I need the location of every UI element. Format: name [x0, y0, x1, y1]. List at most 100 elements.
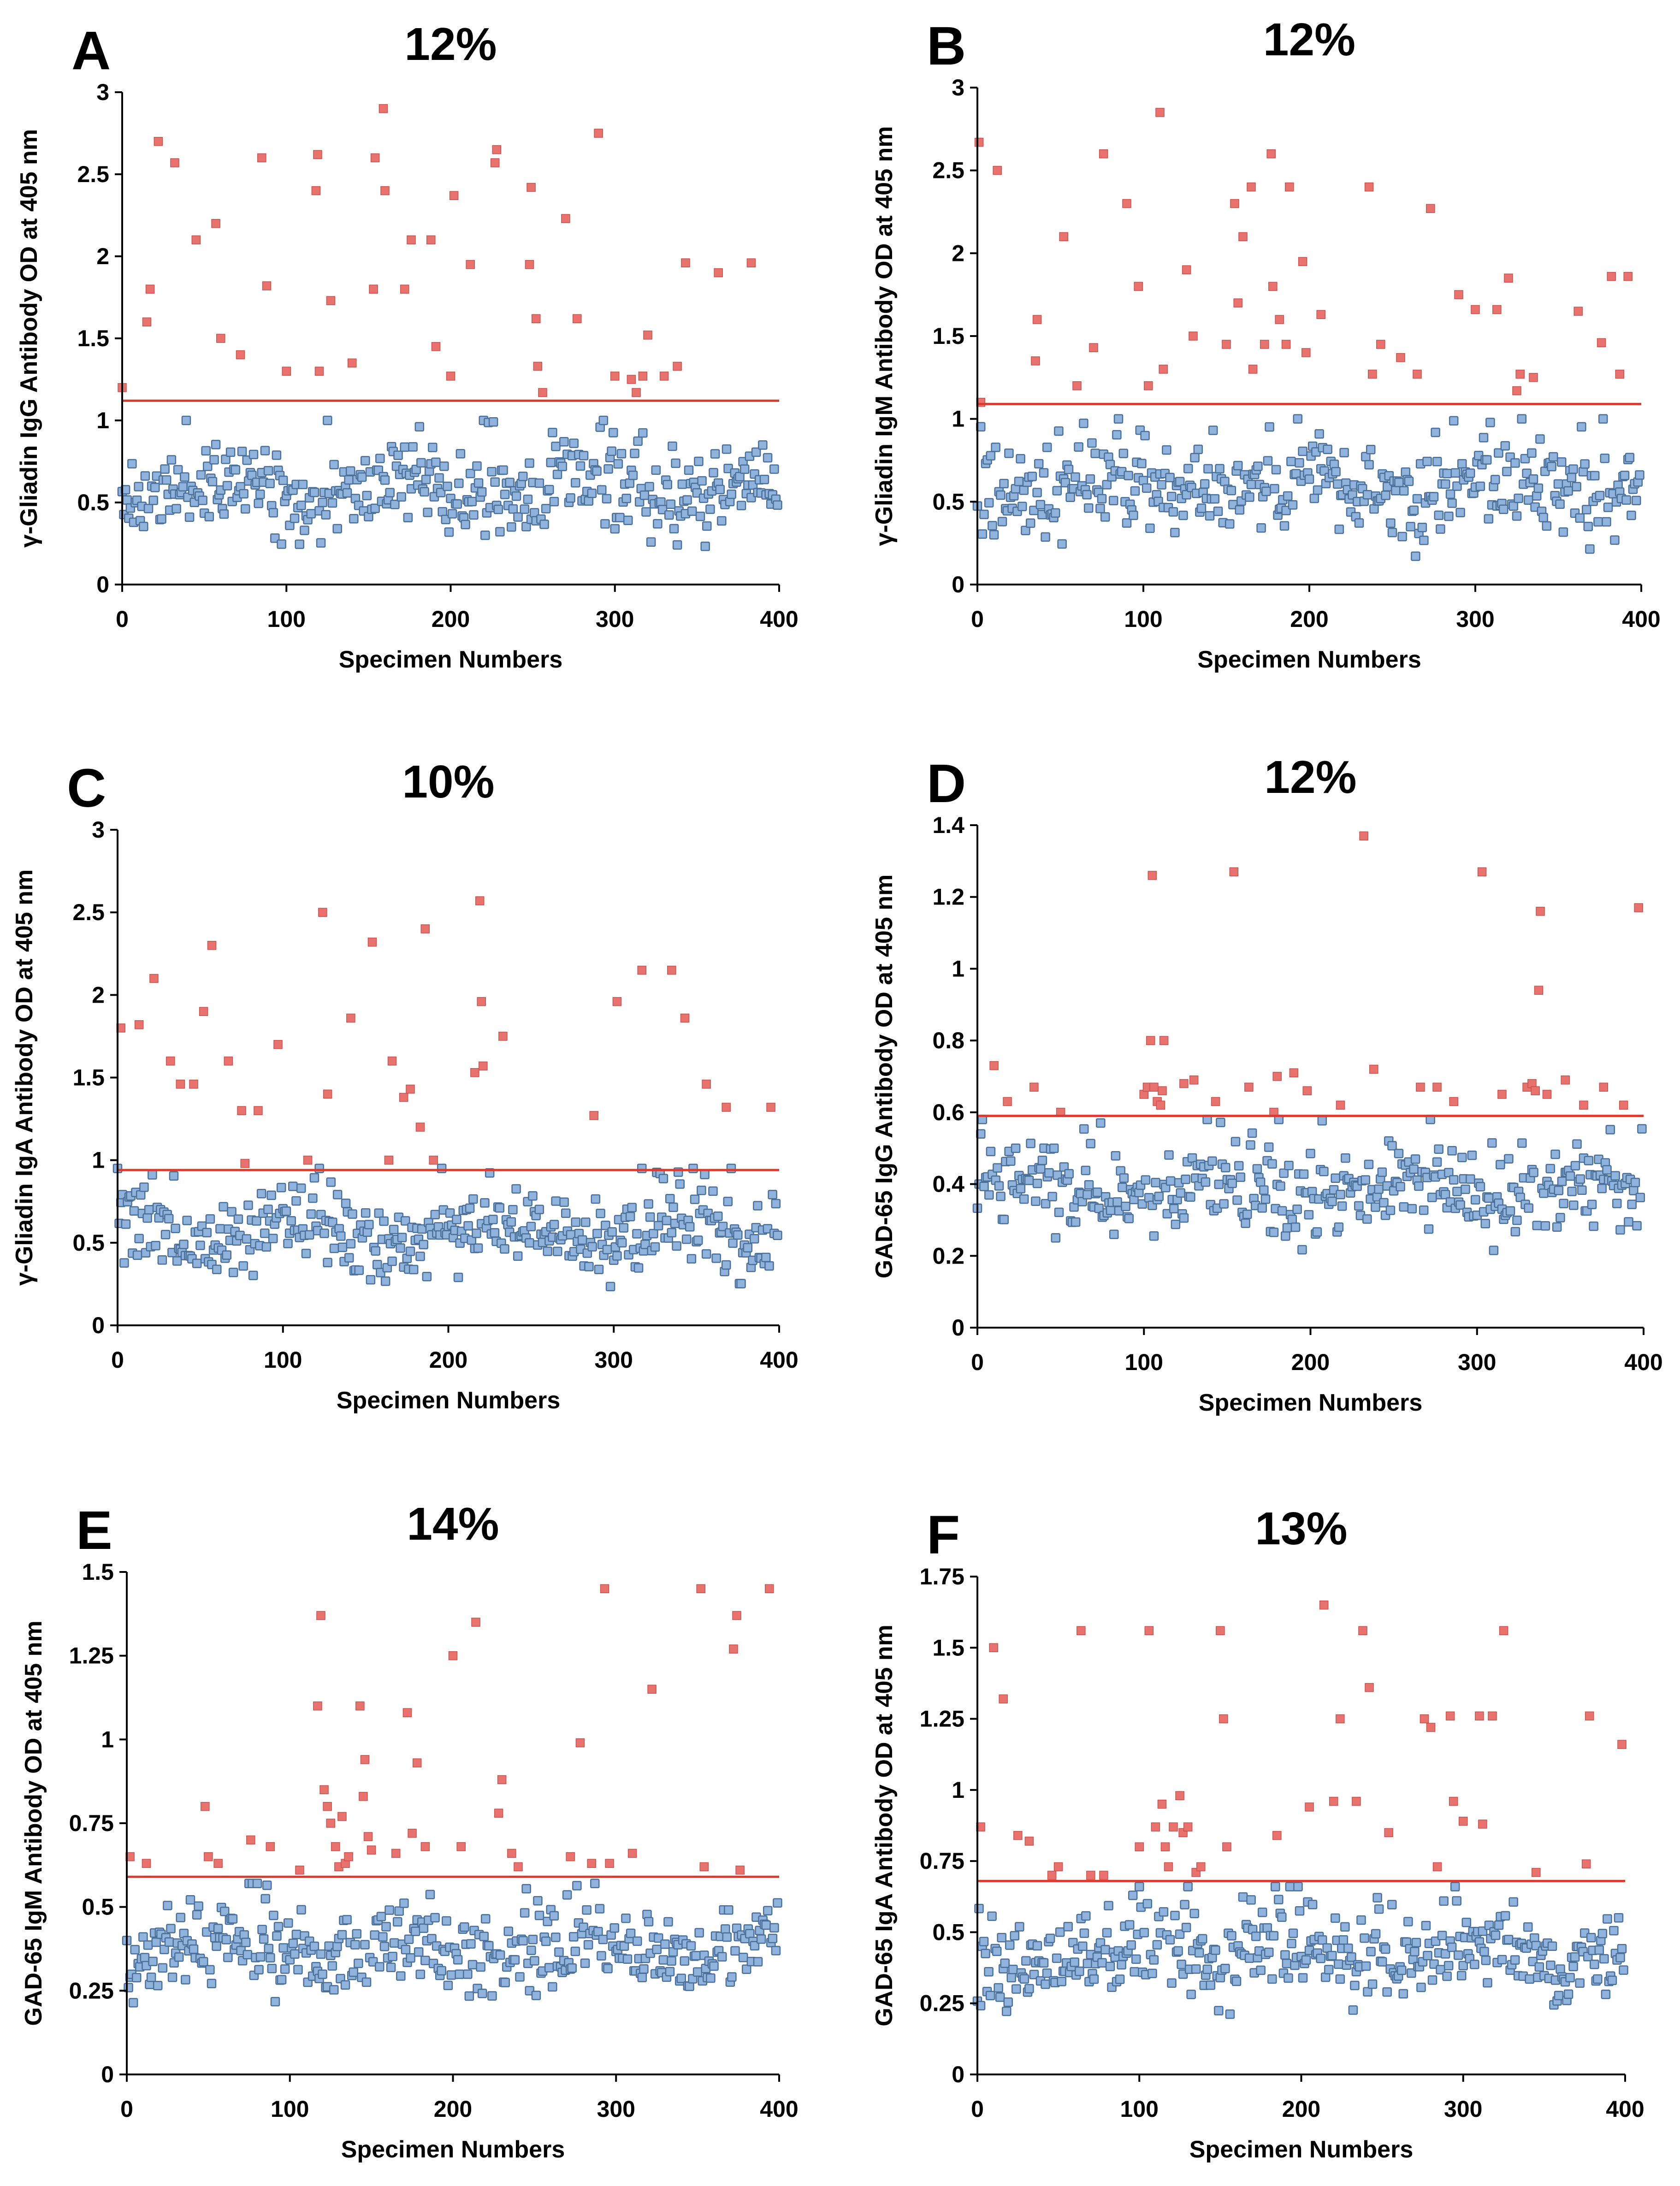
negative-point [1083, 503, 1094, 513]
negative-point [1227, 1178, 1237, 1188]
positive-point [1531, 1086, 1540, 1095]
positive-point [494, 1808, 503, 1818]
negative-point [205, 1214, 215, 1224]
negative-point [1298, 1973, 1308, 1983]
negative-point [999, 1215, 1009, 1224]
negative-point [408, 1264, 419, 1275]
negative-point [1635, 1193, 1645, 1202]
negative-point [460, 1922, 469, 1932]
negative-point [1600, 453, 1610, 463]
x-tick-label: 100 [1120, 2096, 1159, 2122]
negative-point [181, 1975, 190, 1985]
negative-point [1479, 433, 1489, 443]
negative-point [1361, 1961, 1371, 1971]
positive-point [1189, 1075, 1199, 1085]
negative-point [1286, 456, 1296, 467]
negative-point [201, 446, 211, 456]
negative-point [342, 488, 352, 498]
positive-point [1285, 182, 1294, 192]
positive-point [1216, 1626, 1225, 1636]
negative-point [1567, 473, 1577, 483]
negative-point [438, 507, 447, 517]
negative-point [1434, 510, 1444, 520]
negative-point [694, 456, 704, 467]
negative-point [1131, 1954, 1141, 1964]
negative-point [1575, 513, 1585, 523]
positive-point [1475, 1711, 1484, 1721]
negative-point [267, 1964, 277, 1973]
negative-point [621, 1913, 631, 1923]
negative-point [1119, 1173, 1129, 1183]
negative-point [1470, 1960, 1479, 1969]
negative-point [1041, 532, 1050, 542]
negative-point [362, 490, 372, 501]
negative-point [1436, 524, 1445, 534]
negative-point [1586, 1933, 1596, 1943]
positive-point [456, 1842, 466, 1851]
negative-point [511, 1184, 521, 1194]
negative-point [1427, 1975, 1437, 1985]
positive-point [1529, 373, 1538, 382]
negative-point [658, 1955, 668, 1965]
negative-point [617, 1238, 627, 1248]
negative-point [1484, 514, 1494, 524]
negative-point [386, 1962, 396, 1973]
negative-point [1510, 1955, 1520, 1965]
negative-point [296, 501, 306, 510]
negative-point [185, 1895, 195, 1905]
positive-point [610, 372, 620, 381]
negative-point [290, 1949, 300, 1959]
negative-point [667, 1956, 676, 1966]
negative-point [127, 459, 137, 469]
positive-point [1211, 1097, 1220, 1106]
negative-point [1583, 521, 1593, 532]
positive-point [1158, 1086, 1167, 1095]
positive-point [1159, 365, 1168, 374]
negative-point [582, 1905, 592, 1915]
y-axis-label: γ-Gliadin IgA Antibody OD at 405 nm [11, 869, 38, 1286]
negative-point [619, 1223, 629, 1233]
negative-point [1589, 1221, 1598, 1231]
positive-point [1160, 1842, 1170, 1852]
negative-point [1410, 1947, 1420, 1956]
negative-point [1447, 1942, 1457, 1952]
positive-point [145, 284, 155, 294]
negative-point [372, 1260, 382, 1270]
negative-point [337, 1242, 348, 1252]
x-tick-label: 300 [597, 2096, 635, 2122]
negative-point [376, 1912, 386, 1921]
negative-point [182, 1216, 192, 1225]
negative-point [1424, 1224, 1434, 1234]
negative-point [1044, 1168, 1054, 1178]
negative-point [1054, 1207, 1064, 1217]
positive-point [207, 941, 217, 950]
y-tick-label: 2 [96, 243, 109, 269]
negative-point [473, 478, 484, 488]
negative-point [352, 1929, 362, 1939]
negative-point [1197, 1934, 1207, 1944]
negative-point [1363, 1987, 1372, 1997]
negative-point [309, 1941, 319, 1951]
negative-point [273, 1922, 284, 1932]
negative-point [771, 1199, 781, 1209]
negative-point [1129, 510, 1138, 520]
y-tick-label: 1.5 [82, 1559, 114, 1585]
positive-point [1426, 204, 1435, 213]
positive-point [1478, 1820, 1487, 1829]
negative-point [1137, 459, 1147, 468]
negative-point [1455, 508, 1465, 518]
negative-point [1385, 1205, 1396, 1215]
y-tick-label: 0 [952, 1315, 964, 1341]
negative-point [340, 1980, 350, 1990]
positive-point [1449, 1796, 1458, 1806]
negative-point [638, 428, 648, 438]
positive-series [116, 896, 775, 1168]
positive-point [323, 1089, 332, 1099]
negative-point [1293, 414, 1303, 424]
negative-point [490, 1228, 500, 1238]
negative-point [1377, 1957, 1387, 1967]
positive-point [1077, 1626, 1086, 1636]
negative-point [280, 1964, 290, 1974]
negative-point [410, 1926, 420, 1936]
positive-point [360, 1755, 370, 1764]
